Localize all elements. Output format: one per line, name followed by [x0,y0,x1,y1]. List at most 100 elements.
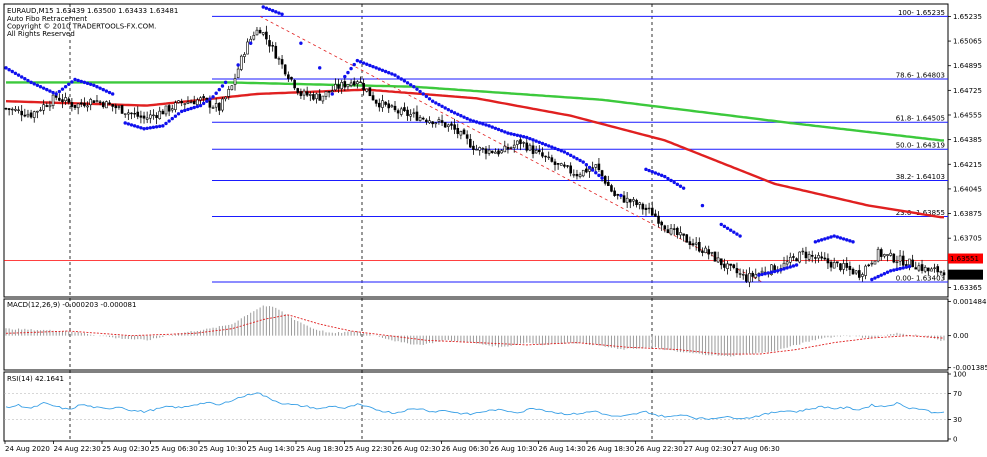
macd-histogram [5,305,945,357]
sar-dot [418,89,422,94]
candle-body [500,150,503,154]
candle-body [930,268,933,272]
sar-dot [474,120,479,124]
sar-dot [154,125,159,129]
candle [616,193,620,200]
candle [942,269,946,281]
price-box-label-0: 1.63551 [950,255,979,263]
sar-dot [449,109,454,114]
candle [114,103,118,114]
sar-dot [361,61,366,65]
candle [751,270,754,282]
sar-dot [277,11,281,15]
sar-dot [208,97,212,101]
candle [261,31,265,37]
price-box-label-1: 1.63481 [950,271,979,279]
sar-dot [819,238,824,242]
candle [142,111,146,124]
candle [698,237,701,253]
sar-dot [550,145,554,149]
candle [710,251,714,257]
candle-body [516,140,519,145]
candle [854,270,858,276]
sar-dot [377,67,382,71]
sar-dot [129,123,134,127]
candle [870,260,874,267]
sar-dot [85,81,90,86]
candle-body [95,100,99,102]
candle [127,109,130,120]
candle-body [613,190,616,196]
time-tick-label: 26 Aug 02:30 [393,445,440,453]
candle [447,123,450,132]
candle-body [679,232,682,236]
candle-body [497,150,500,155]
sar-dot [79,79,83,84]
candle-body [164,105,168,115]
candle [64,92,67,105]
candle [745,269,748,283]
sar-dot [496,127,501,132]
sar-dot [456,112,460,116]
sar-dot [578,158,582,163]
sar-dot [139,126,143,130]
candle-body [657,215,660,224]
candle [559,162,563,166]
candle-body [425,119,428,122]
candle [252,31,256,41]
candle [421,116,425,121]
candle [522,141,525,148]
sar-dot [518,134,523,138]
sar-dot [597,173,601,178]
candle-body [465,134,469,139]
candle-body [669,228,673,235]
candle-body [224,96,227,100]
candle-body [785,261,789,265]
candle-body [625,197,629,203]
candle [440,114,444,126]
candle [214,98,218,112]
time-tick-label: 27 Aug 02:30 [684,445,731,453]
sar-dot [678,184,683,188]
candle [638,201,641,210]
sar-dot [32,82,36,86]
candle-body [384,101,387,105]
sar-dot [823,237,827,241]
candle [585,166,588,174]
sar-dot [719,222,723,227]
candle [622,191,626,203]
candle [233,73,237,91]
candle-body [735,268,739,274]
candle-body [387,103,391,109]
candle [196,97,199,107]
candle-body [192,101,196,105]
candle-body [334,84,337,91]
sar-dot [136,125,140,129]
candle [581,169,585,178]
candle-body [644,207,648,210]
candle-body [610,185,613,192]
candle [804,246,808,264]
candle-body [654,213,657,217]
candle-body [870,262,874,265]
sar-dot [4,66,8,70]
candle-body [186,101,190,104]
candle [164,105,168,117]
candle [544,155,547,163]
candle-body [519,139,522,145]
candle-body [280,59,284,65]
candle [393,100,397,113]
candle [434,122,438,128]
candle [418,114,422,122]
candle [92,100,96,103]
sar-dot [35,83,40,87]
time-tick-label: 25 Aug 22:30 [345,445,392,453]
sar-dot [568,153,573,158]
candle-body [798,251,801,263]
candle [83,97,86,108]
candle-body [239,55,243,70]
candle-body [349,82,353,86]
candle-body [578,174,582,177]
sar-dot [440,104,444,108]
